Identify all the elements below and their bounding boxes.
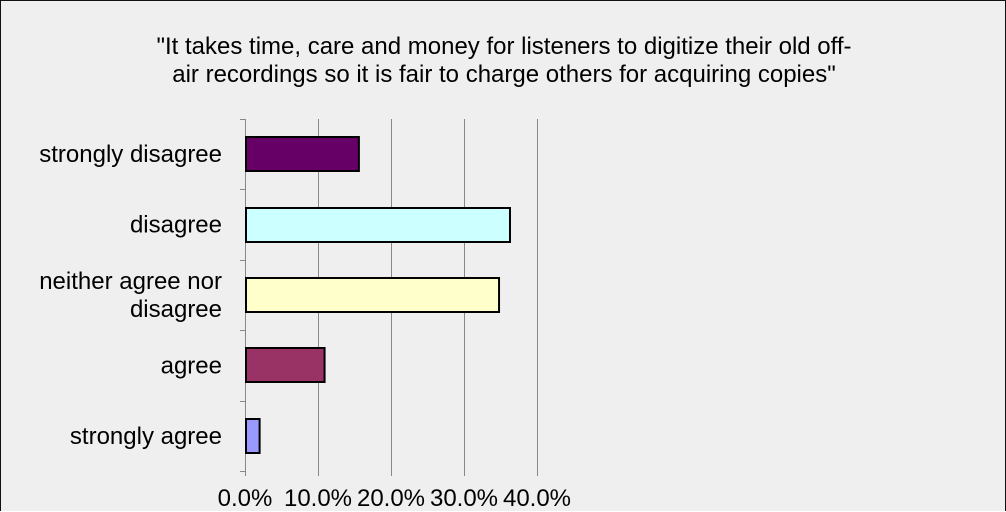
x-tick-label-2: 20.0% (357, 485, 425, 512)
x-tick-label-0: 0.0% (218, 485, 273, 512)
chart-title-line-1: "It takes time, care and money for liste… (156, 33, 852, 60)
category-label-1: disagree (130, 212, 222, 239)
category-label-3: agree (161, 352, 222, 379)
x-tick-label-4: 40.0% (503, 485, 571, 512)
bar-0 (245, 136, 360, 172)
x-tick-label-1: 10.0% (284, 485, 352, 512)
category-label-2: neither agree nor disagree (39, 268, 222, 323)
bar-1 (245, 207, 511, 243)
category-label-0: strongly disagree (39, 141, 222, 168)
bar-4 (245, 418, 261, 454)
bar-2 (245, 277, 501, 313)
chart-title: "It takes time, care and money for liste… (1, 33, 1006, 89)
bar-3 (245, 347, 326, 383)
chart-title-line-2: air recordings so it is fair to charge o… (172, 61, 836, 88)
x-tick-label-3: 30.0% (430, 485, 498, 512)
category-label-4: strongly agree (70, 423, 222, 450)
